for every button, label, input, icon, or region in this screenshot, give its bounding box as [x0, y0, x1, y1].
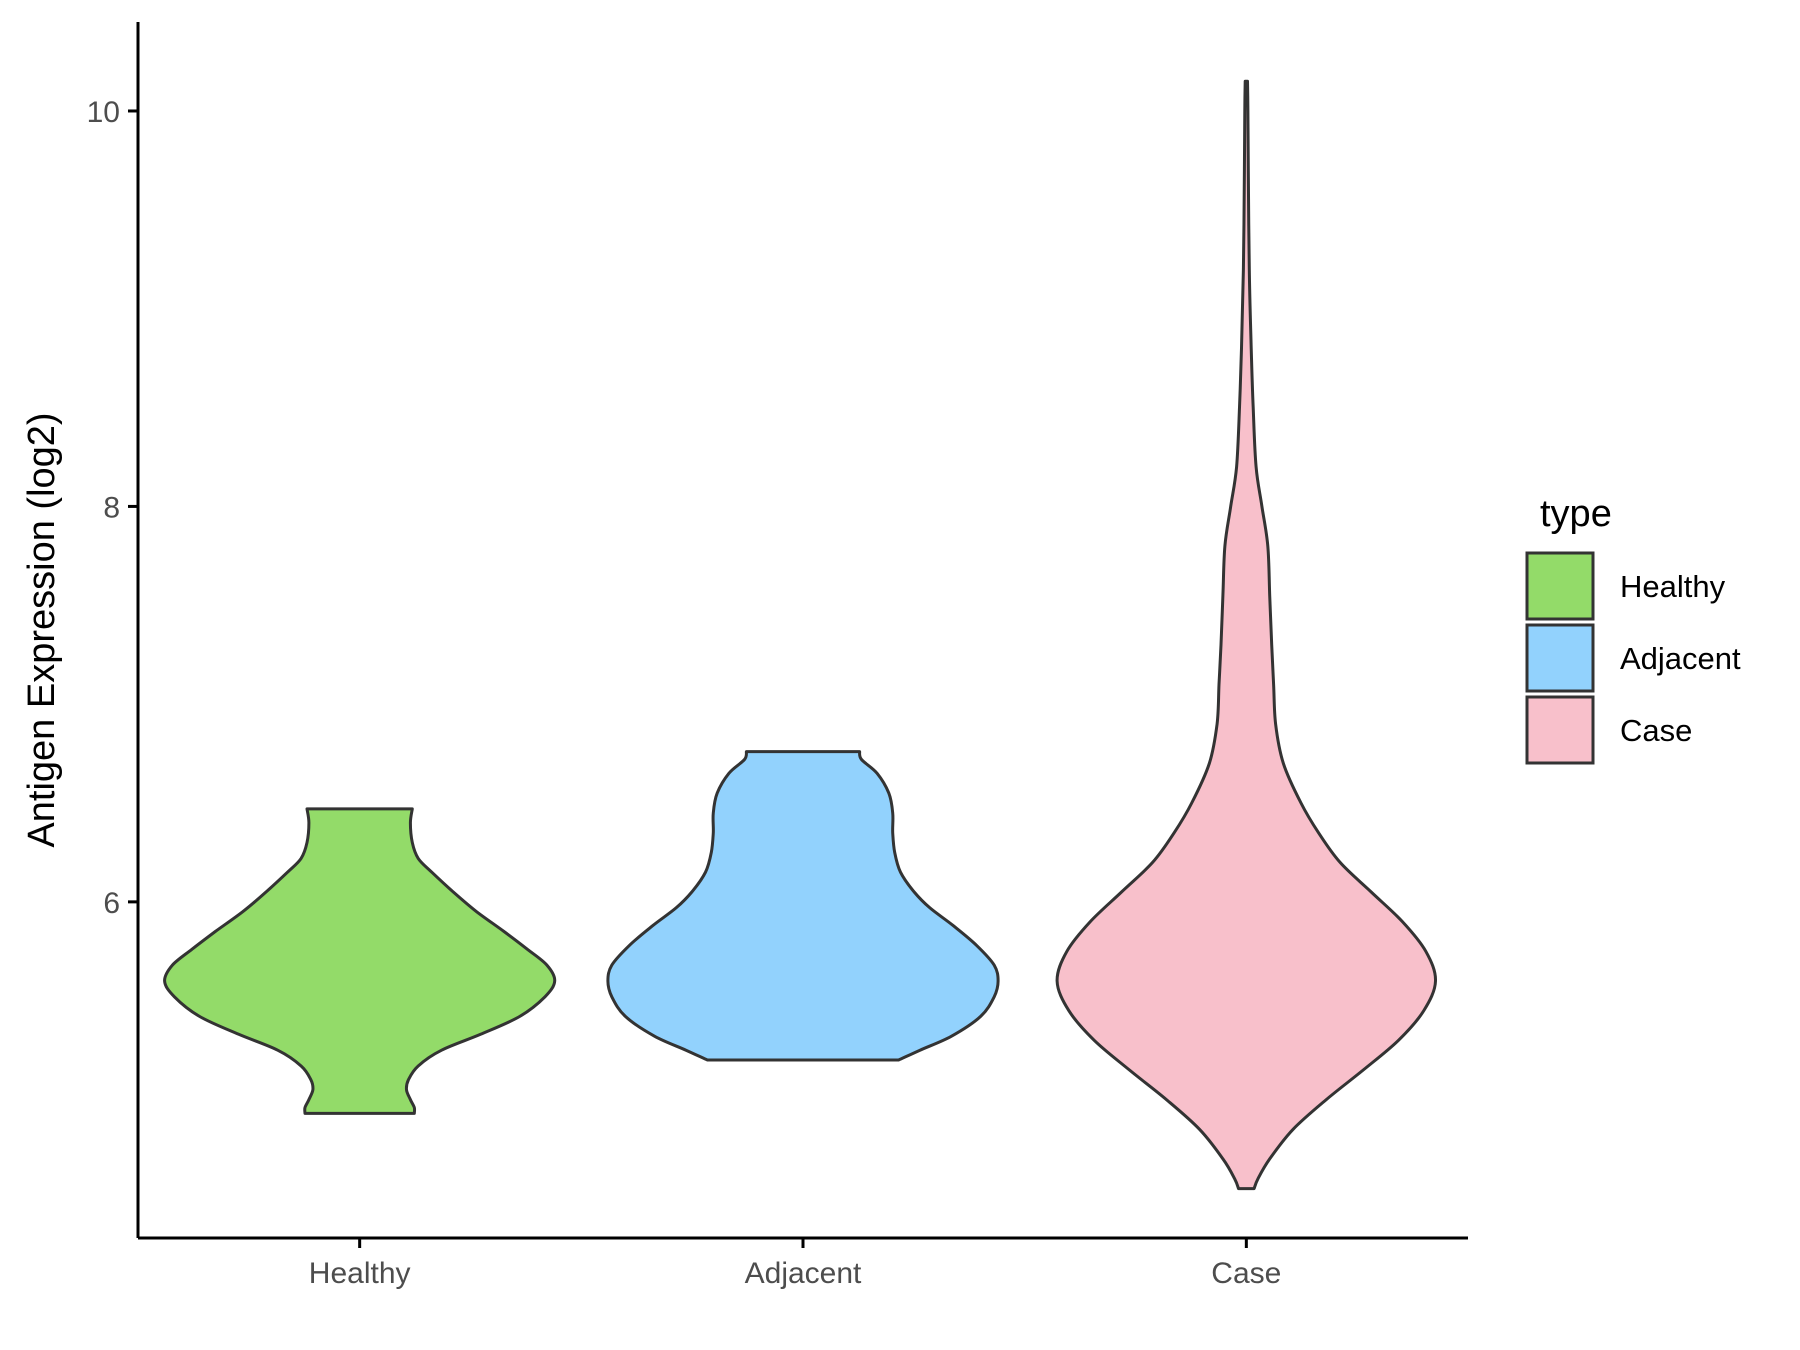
legend: type Healthy Adjacent Case: [1525, 493, 1741, 765]
x-axis: Healthy Adjacent Case: [138, 1236, 1468, 1290]
violin-layer: [163, 79, 1438, 1191]
legend-key-healthy: [1525, 551, 1595, 621]
y-tick-label-8: 8: [103, 491, 120, 524]
violin-case: [1055, 79, 1438, 1191]
violin-adjacent: [606, 750, 1000, 1062]
legend-key-adjacent: [1525, 623, 1595, 693]
legend-key-case: [1525, 695, 1595, 765]
legend-label-healthy: Healthy: [1620, 569, 1726, 604]
legend-label-adjacent: Adjacent: [1620, 641, 1741, 676]
y-tick-label-10: 10: [87, 96, 120, 129]
x-tick-label-case: Case: [1211, 1257, 1281, 1290]
x-tick-label-healthy: Healthy: [309, 1257, 411, 1290]
x-tick-label-adjacent: Adjacent: [745, 1257, 862, 1290]
y-axis: 6 8 10: [87, 22, 140, 1238]
y-tick-label-6: 6: [103, 887, 120, 920]
legend-label-case: Case: [1620, 713, 1692, 748]
violin-healthy: [163, 807, 557, 1115]
legend-title: type: [1540, 493, 1612, 535]
y-axis-title: Antigen Expression (log2): [21, 412, 63, 847]
